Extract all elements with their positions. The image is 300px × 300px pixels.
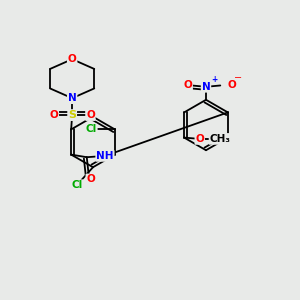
- Text: NH: NH: [96, 151, 114, 161]
- Text: Cl: Cl: [85, 124, 97, 134]
- Text: O: O: [195, 134, 204, 144]
- Text: Cl: Cl: [72, 180, 83, 190]
- Text: −: −: [234, 74, 242, 83]
- Text: O: O: [86, 110, 95, 120]
- Text: N: N: [68, 93, 76, 103]
- Text: O: O: [227, 80, 236, 91]
- Text: CH₃: CH₃: [210, 134, 231, 144]
- Text: N: N: [202, 82, 210, 92]
- Text: O: O: [86, 174, 95, 184]
- Text: S: S: [68, 110, 76, 120]
- Text: +: +: [211, 75, 217, 84]
- Text: O: O: [183, 80, 192, 91]
- Text: O: O: [68, 54, 76, 64]
- Text: O: O: [50, 110, 58, 120]
